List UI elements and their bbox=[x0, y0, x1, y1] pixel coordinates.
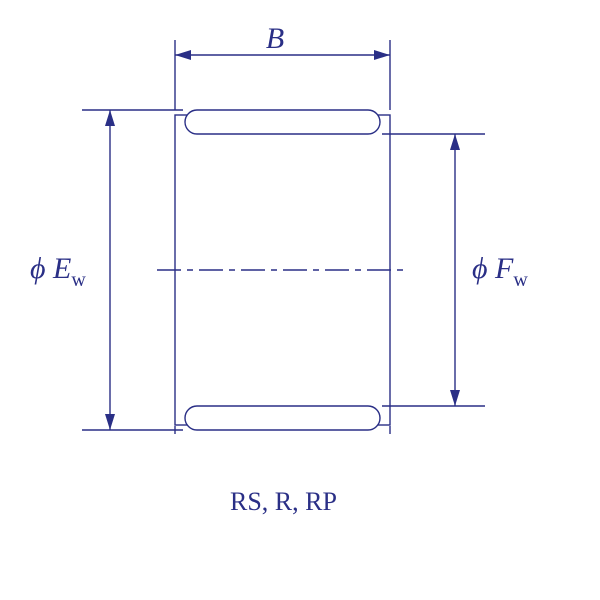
roller-bottom bbox=[185, 406, 380, 430]
dim-label: E bbox=[52, 252, 71, 285]
model-label: RS, R, RP bbox=[230, 487, 337, 516]
dim-B-label: B bbox=[266, 22, 284, 55]
dim-label: F bbox=[494, 252, 514, 285]
dim-label: B bbox=[266, 22, 284, 55]
roller-top bbox=[185, 110, 380, 134]
dim-Fw-label: ϕ Fw bbox=[472, 252, 528, 291]
dim-Ew-label: ϕ Ew bbox=[30, 252, 86, 291]
